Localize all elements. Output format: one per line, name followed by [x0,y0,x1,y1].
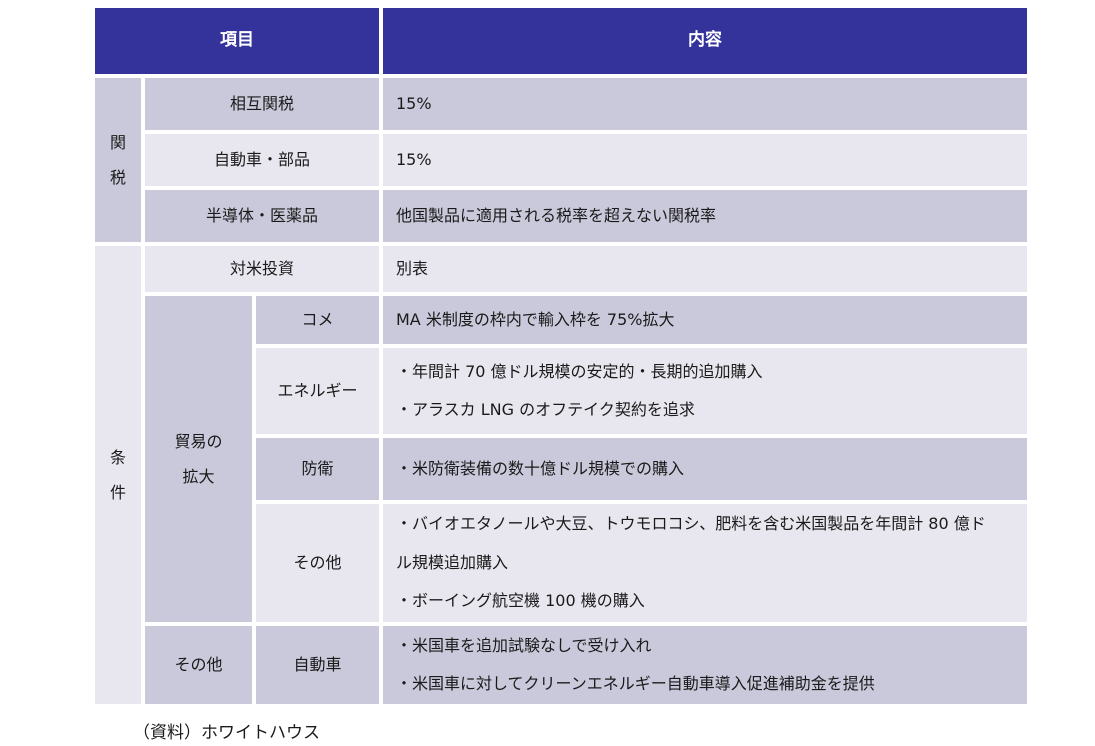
row-label-energy: エネルギー [256,348,379,434]
row-label-rice: コメ [256,296,379,344]
bullet-item: ・年間計 70 億ドル規模の安定的・長期的追加購入 [396,361,763,381]
defense-bullet-list: ・米防衛装備の数十億ドル規模での購入 [396,450,684,488]
row-content-reciprocal-tariff: 15% [383,78,1027,130]
bullet-item: ・ボーイング航空機 100 機の購入 [396,591,645,611]
row-label-reciprocal-tariff: 相互関税 [145,78,379,130]
group-label-other: その他 [145,626,252,704]
header-item-column: 項目 [95,8,379,74]
row-content-semiconductor-pharma: 他国製品に適用される税率を超えない関税率 [383,190,1027,242]
row-label-auto-parts: 自動車・部品 [145,134,379,186]
row-content-defense: ・米防衛装備の数十億ドル規模での購入 [383,438,1027,500]
row-content-other-trade: ・バイオエタノールや大豆、トウモロコシ、肥料を含む米国製品を年間計 80 億ドル… [383,504,1027,622]
bullet-item: ・米防衛装備の数十億ドル規模での購入 [396,458,685,478]
other-trade-bullet-list: ・バイオエタノールや大豆、トウモロコシ、肥料を含む米国製品を年間計 80 億ドル… [396,505,997,620]
bullet-item: ・米国車に対してクリーンエネルギー自動車導入促進補助金を提供 [396,674,875,693]
row-content-energy: ・年間計 70 億ドル規模の安定的・長期的追加購入 ・アラスカ LNG のオフテ… [383,348,1027,434]
group-label-tariff: 関 税 [95,78,141,242]
row-label-defense: 防衛 [256,438,379,500]
row-content-auto-parts: 15% [383,134,1027,186]
energy-bullet-list: ・年間計 70 億ドル規模の安定的・長期的追加購入 ・アラスカ LNG のオフテ… [396,353,763,430]
row-label-semiconductor-pharma: 半導体・医薬品 [145,190,379,242]
row-label-us-investment: 対米投資 [145,246,379,292]
group-label-trade-expansion: 貿易の 拡大 [145,296,252,622]
row-label-other-trade: その他 [256,504,379,622]
bullet-item: ・バイオエタノールや大豆、トウモロコシ、肥料を含む米国製品を年間計 80 億ドル… [396,514,986,572]
source-note: （資料）ホワイトハウス [133,723,320,743]
trade-agreement-table: 項目 内容 関 税 相互関税 15% 自動車・部品 15% 半導体・医薬品 他国… [95,8,1027,704]
row-label-automobile: 自動車 [256,626,379,704]
row-content-rice: MA 米制度の枠内で輸入枠を 75%拡大 [383,296,1027,344]
row-content-us-investment: 別表 [383,246,1027,292]
automobile-bullet-list: ・米国車を追加試験なしで受け入れ ・米国車に対してクリーンエネルギー自動車導入促… [396,627,875,704]
group-label-conditions: 条 件 [95,246,141,704]
bullet-item: ・アラスカ LNG のオフテイク契約を追求 [396,400,695,419]
row-content-automobile: ・米国車を追加試験なしで受け入れ ・米国車に対してクリーンエネルギー自動車導入促… [383,626,1027,704]
bullet-item: ・米国車を追加試験なしで受け入れ [396,635,652,655]
header-content-column: 内容 [383,8,1027,74]
